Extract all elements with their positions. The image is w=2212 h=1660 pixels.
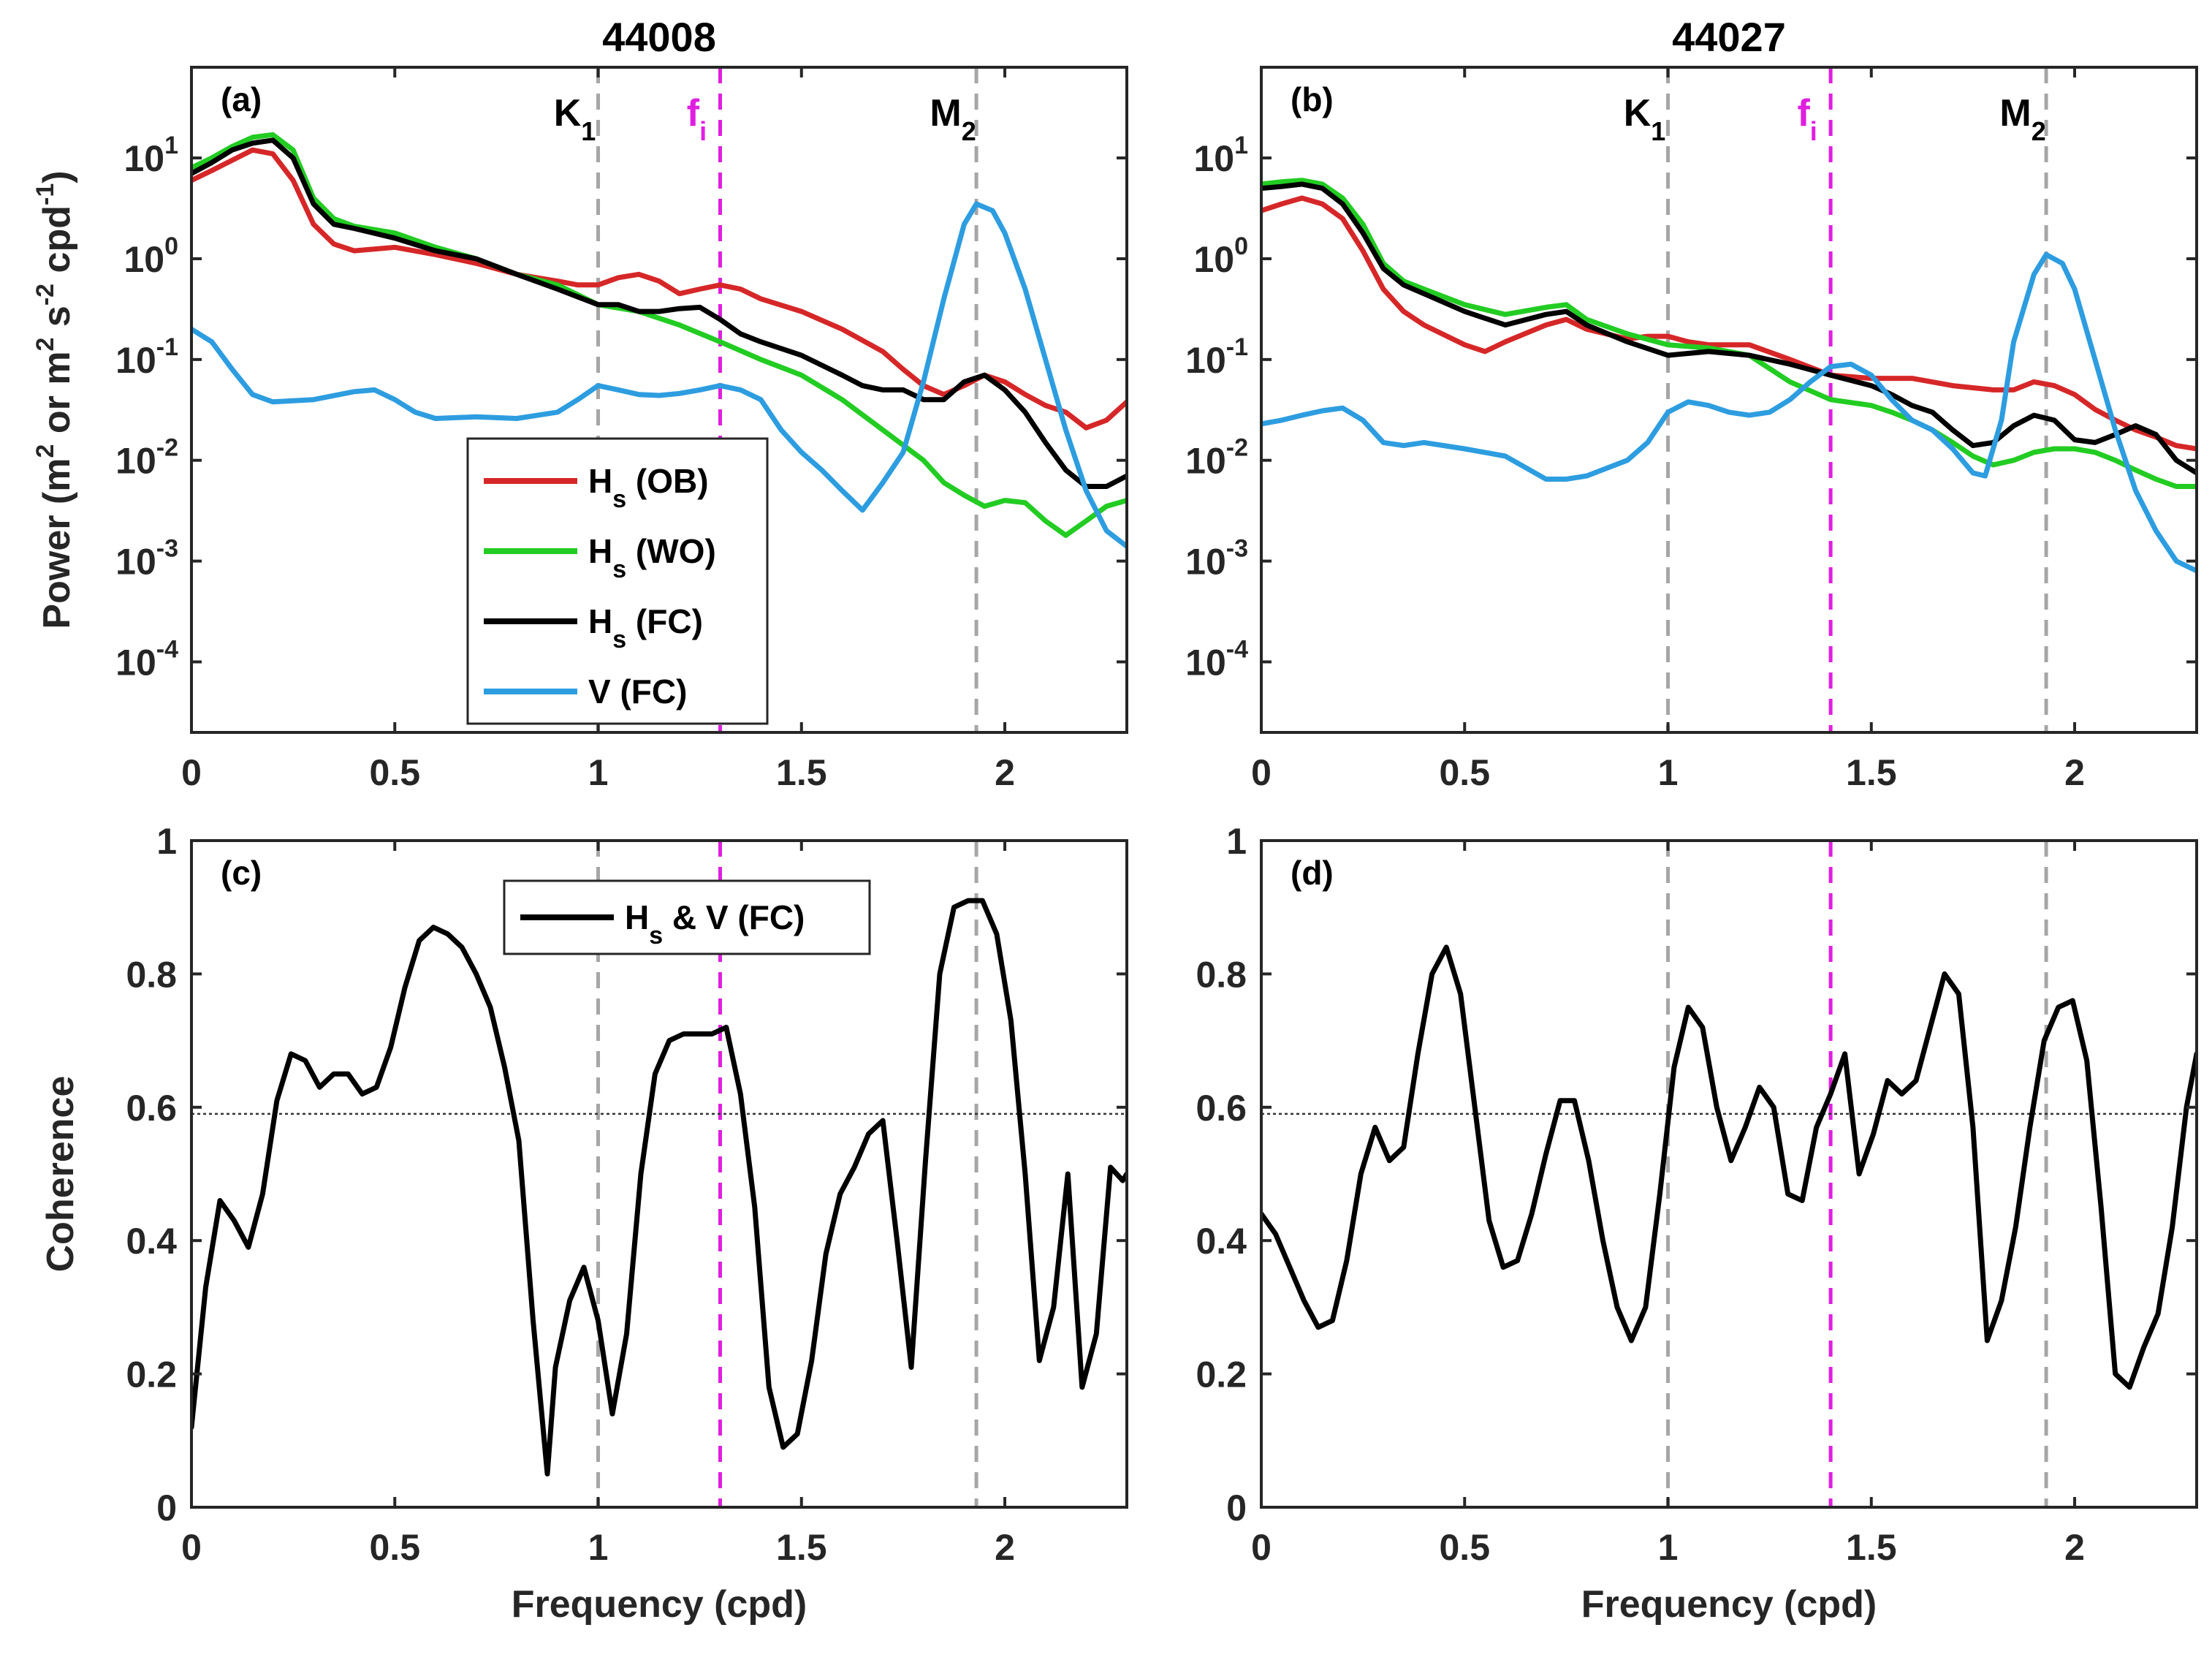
annotation-fi: fi xyxy=(1797,92,1817,146)
y-tick-label: 0.2 xyxy=(1196,1354,1247,1395)
series-hs-ob- xyxy=(191,147,1127,431)
axes-frame xyxy=(1260,66,2198,734)
panel-tag: (c) xyxy=(221,854,262,892)
axes-frame xyxy=(190,839,1128,1509)
y-tick-label: 10-4 xyxy=(1185,635,1248,683)
y-tick-label: 0.6 xyxy=(126,1088,177,1129)
y-tick-label: 10-3 xyxy=(115,535,178,583)
y-tick-label: 10-4 xyxy=(115,635,178,683)
y-tick-label: 0.2 xyxy=(126,1354,177,1395)
series-hs-v-fc- xyxy=(191,898,1127,1477)
series-hs-v-fc- xyxy=(1261,944,2197,1390)
y-tick-label: 101 xyxy=(1193,132,1248,179)
panel-title: 44027 xyxy=(1672,14,1786,60)
panel-b: 0 0.5 1 1.5 2 101 100 10-1 10-2 10-3 10-4 44027 (b) K… xyxy=(1185,14,2198,793)
y-tick-label: 10-2 xyxy=(1185,434,1248,482)
y-tick-label: 101 xyxy=(123,132,178,179)
x-tick-label: 0 xyxy=(1251,1527,1272,1568)
series-group xyxy=(1261,178,2197,574)
y-tick-label: 100 xyxy=(1193,232,1248,280)
x-tick-label: 2 xyxy=(2064,1527,2085,1568)
annotation-M2: M2 xyxy=(1999,92,2045,146)
series-hs-fc- xyxy=(1261,181,2197,476)
x-tick-label: 1 xyxy=(588,752,609,793)
x-tick-label: 0 xyxy=(181,752,202,793)
x-tick-label: 0 xyxy=(1251,752,1272,793)
y-axis-label: Power (m2​ or m2​ s-2​ cpd-1​) xyxy=(31,170,78,629)
y-tick-label: 10-1 xyxy=(115,333,178,381)
series-group xyxy=(191,898,1127,1477)
y-tick-label: 0 xyxy=(1226,1487,1247,1528)
x-tick-label: 2 xyxy=(2064,752,2085,793)
series-group xyxy=(191,132,1127,549)
y-tick-label: 0 xyxy=(156,1487,177,1528)
y-tick-label: 0.4 xyxy=(1196,1221,1247,1262)
panel-tag: (d) xyxy=(1291,854,1334,892)
x-tick-label: 2 xyxy=(995,752,1015,793)
series-hs-wo- xyxy=(191,132,1127,538)
axes-frame xyxy=(190,66,1128,734)
legend: Hs & V (FC) xyxy=(503,879,871,955)
x-tick-label: 1.5 xyxy=(776,1527,827,1568)
y-tick-label: 10-1 xyxy=(1185,333,1248,381)
y-tick-label: 10-3 xyxy=(1185,535,1248,583)
legend-box xyxy=(503,879,871,955)
y-tick-label: 0.6 xyxy=(1196,1088,1247,1129)
x-tick-label: 0.5 xyxy=(1440,752,1491,793)
y-axis-label: Coherence xyxy=(39,1076,82,1273)
y-tick-label: 1 xyxy=(156,821,177,862)
x-tick-label: 0.5 xyxy=(1440,1527,1491,1568)
axes-frame xyxy=(1260,839,2198,1509)
x-tick-label: 1.5 xyxy=(1846,752,1897,793)
y-tick-label: 0.8 xyxy=(1196,954,1247,995)
x-axis-label: Frequency (cpd) xyxy=(1581,1583,1877,1626)
legend-label: Hs & V (FC) xyxy=(625,898,805,950)
panel-tag: (a) xyxy=(221,80,262,118)
y-tick-label: 0.8 xyxy=(126,954,177,995)
legend-label: Hs (WO) xyxy=(588,532,716,583)
legend-label: Hs (FC) xyxy=(588,602,703,653)
x-tick-label: 0.5 xyxy=(370,752,421,793)
x-axis-label: Frequency (cpd) xyxy=(512,1583,807,1626)
x-tick-label: 0.5 xyxy=(370,1527,421,1568)
panel-title: 44008 xyxy=(602,14,716,60)
series-v-fc- xyxy=(191,201,1127,549)
x-tick-label: 0 xyxy=(181,1527,202,1568)
annotation-fi: fi xyxy=(687,92,707,146)
x-tick-label: 1.5 xyxy=(776,752,827,793)
panel-tag: (b) xyxy=(1291,80,1334,118)
legend-label: V (FC) xyxy=(588,672,687,710)
legend-box xyxy=(466,437,769,725)
series-group xyxy=(1261,944,2197,1390)
panel-a: 0 0.5 1 1.5 2 101 100 10-1 10-2 10-3 10-4 44008 (a) K… xyxy=(31,14,1128,793)
panel-d: 0 0.5 1 1.5 2 0 0.2 0.4 0.6 0.8 1 (d) Frequency (cpd… xyxy=(1196,821,2198,1626)
y-tick-label: 10-2 xyxy=(115,434,178,482)
y-tick-label: 1 xyxy=(1226,821,1247,862)
x-tick-label: 1 xyxy=(588,1527,609,1568)
x-tick-label: 2 xyxy=(995,1527,1015,1568)
x-tick-label: 1.5 xyxy=(1846,1527,1897,1568)
annotation-M2: M2 xyxy=(930,92,976,146)
series-hs-fc- xyxy=(191,137,1127,489)
y-tick-label: 100 xyxy=(123,232,178,280)
annotation-K1: K1 xyxy=(554,92,596,146)
series-hs-ob- xyxy=(1261,195,2197,452)
legend-label: Hs (OB) xyxy=(588,462,709,513)
panel-c: 0 0.5 1 1.5 2 0 0.2 0.4 0.6 0.8 1 (c) Coherence Frequ… xyxy=(39,821,1128,1626)
annotation-K1: K1 xyxy=(1624,92,1666,146)
y-tick-label: 0.4 xyxy=(126,1221,177,1262)
x-tick-label: 1 xyxy=(1658,1527,1679,1568)
series-v-fc- xyxy=(1261,251,2197,574)
legend: Hs (OB) Hs (WO) Hs (FC) V (FC) xyxy=(466,437,769,725)
x-tick-label: 1 xyxy=(1658,752,1679,793)
